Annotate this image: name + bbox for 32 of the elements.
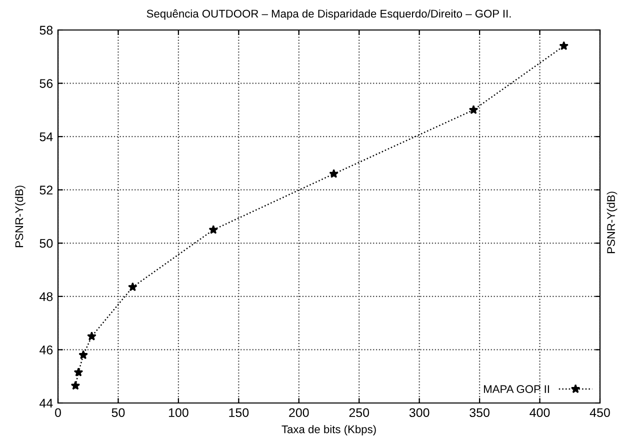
point — [128, 282, 138, 292]
x-tick-label: 0 — [55, 408, 61, 418]
point — [70, 380, 80, 390]
y-axis-title: PSNR-Y(dB) — [14, 186, 26, 248]
y-tick-label: 48 — [40, 292, 53, 302]
x-tick-label: 400 — [530, 408, 550, 418]
point — [78, 350, 88, 360]
y-tick-label: 46 — [40, 346, 53, 354]
y-tick-label: 50 — [40, 238, 53, 248]
y-tick-label: 54 — [40, 132, 53, 142]
x-tick-label: 450 — [590, 408, 610, 418]
point — [208, 224, 218, 234]
point — [87, 332, 96, 340]
point — [468, 105, 478, 114]
point — [559, 41, 569, 50]
chart-title: Sequência OUTDOOR – Mapa de Disparidade Esquerdo/Direito – GOP II. — [146, 9, 511, 20]
point — [329, 169, 338, 178]
y-tick-label: 58 — [40, 26, 53, 35]
x-tick-label: 50 — [112, 408, 125, 418]
y2-axis-title: PSNR-Y(dB) — [606, 192, 618, 254]
y-tick-label: 52 — [40, 186, 53, 195]
x-axis-title: Taxa de bits (Kbps) — [282, 425, 376, 436]
x-tick-label: 350 — [470, 408, 490, 418]
legend-label: MAPA GOP II — [484, 385, 549, 394]
y-tick-label: 44 — [40, 398, 53, 408]
x-tick-label: 150 — [229, 408, 249, 418]
x-tick-label: 200 — [289, 408, 309, 418]
x-tick-label: 250 — [349, 408, 370, 418]
x-tick-label: 300 — [409, 408, 430, 418]
point — [74, 368, 84, 376]
y-tick-label: 56 — [40, 79, 53, 88]
x-tick-label: 100 — [168, 408, 188, 418]
